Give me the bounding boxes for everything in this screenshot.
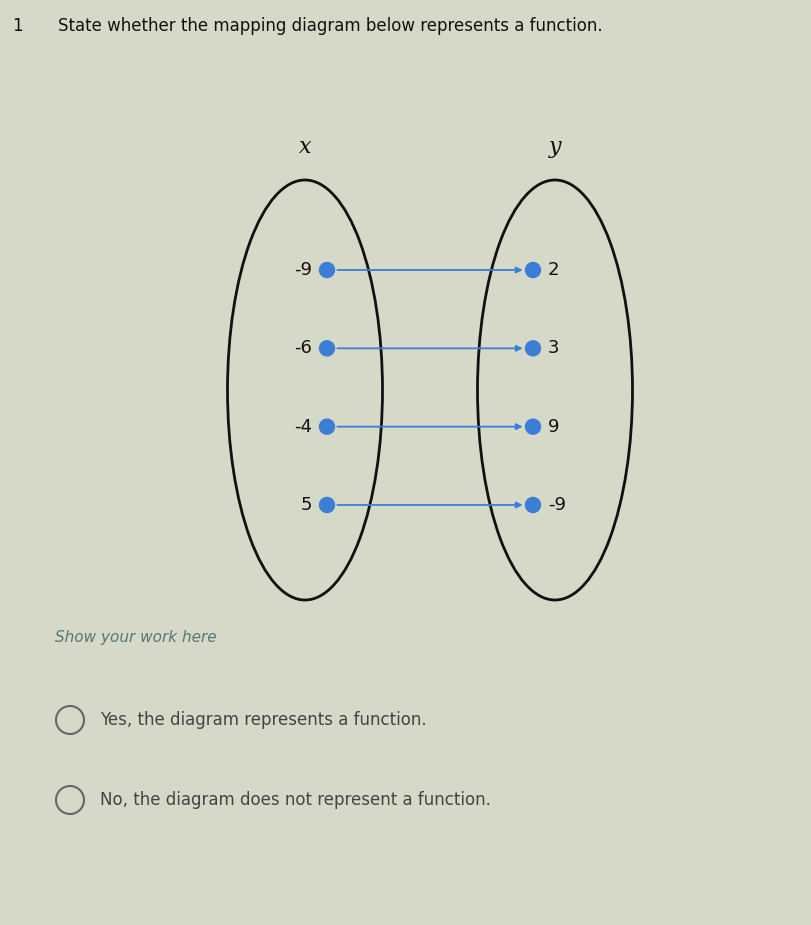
Circle shape bbox=[319, 419, 334, 434]
Text: 9: 9 bbox=[547, 418, 559, 436]
Text: 2: 2 bbox=[547, 261, 559, 279]
Circle shape bbox=[525, 498, 540, 512]
Circle shape bbox=[319, 498, 334, 512]
Text: -9: -9 bbox=[547, 496, 565, 514]
Text: Show your work here: Show your work here bbox=[55, 630, 217, 645]
Text: x: x bbox=[298, 136, 311, 158]
Circle shape bbox=[525, 340, 540, 356]
Text: -4: -4 bbox=[294, 418, 311, 436]
Text: -6: -6 bbox=[294, 339, 311, 357]
Text: y: y bbox=[548, 136, 560, 158]
Circle shape bbox=[319, 340, 334, 356]
Text: No, the diagram does not represent a function.: No, the diagram does not represent a fun… bbox=[100, 791, 491, 809]
Circle shape bbox=[525, 263, 540, 278]
Text: 3: 3 bbox=[547, 339, 559, 357]
Text: State whether the mapping diagram below represents a function.: State whether the mapping diagram below … bbox=[58, 17, 602, 35]
Text: 5: 5 bbox=[300, 496, 311, 514]
Text: Yes, the diagram represents a function.: Yes, the diagram represents a function. bbox=[100, 711, 426, 729]
Text: 1: 1 bbox=[12, 17, 23, 35]
Circle shape bbox=[319, 263, 334, 278]
Text: -9: -9 bbox=[294, 261, 311, 279]
Circle shape bbox=[525, 419, 540, 434]
